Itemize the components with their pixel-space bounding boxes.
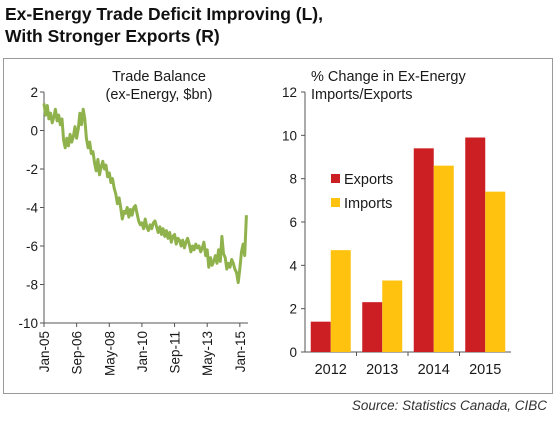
left-chart-title-line2: (ex-Energy, $bn) — [106, 87, 213, 103]
legend-swatch — [331, 174, 340, 183]
left-y-tick-label: -10 — [18, 316, 38, 331]
trade-balance-line — [42, 103, 248, 285]
right-x-tick-label: 2012 — [315, 362, 347, 378]
left-y-tick-label: -2 — [26, 162, 38, 177]
exports-bar — [465, 137, 486, 352]
imports-bar — [485, 191, 506, 352]
left-x-tick-label: Jan-15 — [233, 331, 248, 372]
left-x-tick-label: May-08 — [102, 331, 117, 376]
right-y-tick-label: 2 — [289, 302, 297, 317]
right-y-tick-label: 10 — [282, 128, 297, 143]
left-x-tick-label: Sep-06 — [70, 331, 85, 375]
left-y-tick-label: -4 — [26, 201, 38, 216]
left-x-tick-label: Jan-10 — [135, 331, 150, 372]
right-y-tick-label: 0 — [289, 345, 297, 360]
right-y-tick-label: 12 — [282, 85, 297, 100]
left-y-tick-label: 0 — [30, 124, 38, 139]
right-x-tick-label: 2015 — [469, 362, 501, 378]
right-bar-chart: 0 2 4 6 8 10 12 2012 2013 2014 2015 Exports Imports — [282, 85, 511, 378]
chart-title: Ex-Energy Trade Deficit Improving (L), W… — [5, 3, 323, 47]
left-x-tick-label: Jan-05 — [37, 331, 52, 372]
right-y-tick-label: 6 — [289, 215, 297, 230]
imports-bar — [330, 250, 351, 352]
left-x-tick-label: May-13 — [200, 331, 215, 376]
exports-bar — [310, 321, 331, 352]
right-y-tick-label: 8 — [289, 172, 297, 187]
left-y-tick-label: 2 — [30, 85, 38, 100]
legend-label: Exports — [344, 172, 393, 188]
left-y-tick-label: -8 — [26, 278, 38, 293]
exports-bar — [413, 148, 434, 352]
chart-title-line1: Ex-Energy Trade Deficit Improving (L), — [5, 4, 323, 24]
chart-panel — [3, 58, 553, 394]
left-x-tick-label: Sep-11 — [168, 331, 183, 374]
right-x-tick-label: 2013 — [366, 362, 398, 378]
chart-title-line2: With Stronger Exports (R) — [5, 26, 220, 46]
right-chart-title-line1: % Change in Ex-Energy — [311, 69, 466, 85]
left-y-tick-label: -6 — [26, 239, 38, 254]
legend-label: Imports — [344, 196, 392, 212]
imports-bar — [433, 165, 454, 352]
source-note: Source: Statistics Canada, CIBC — [351, 398, 547, 413]
left-chart-title-line1: Trade Balance — [112, 69, 206, 85]
right-x-tick-label: 2014 — [418, 362, 450, 378]
legend-swatch — [331, 198, 340, 207]
exports-bar — [362, 302, 383, 352]
right-chart-title-line2: Imports/Exports — [311, 87, 413, 103]
right-y-tick-label: 4 — [289, 258, 297, 273]
imports-bar — [382, 280, 403, 352]
